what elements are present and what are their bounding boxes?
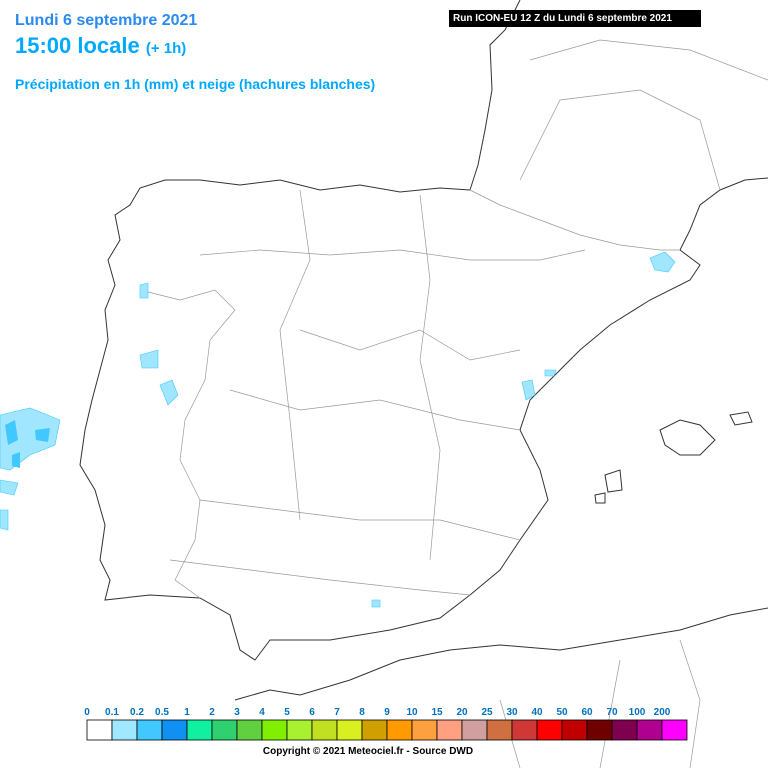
legend-label: 5 xyxy=(284,707,290,718)
legend-swatch xyxy=(411,719,438,741)
legend-swatch xyxy=(386,719,413,741)
legend-swatch xyxy=(536,719,563,741)
copyright: Copyright © 2021 Meteociel.fr - Source D… xyxy=(263,746,473,757)
legend: 0 0.1 0.2 0.5 1 2 3 4 5 6 7 8 9 10 15 20 25 30 40 50 60 70 100… xyxy=(84,707,688,757)
run-info: Run ICON-EU 12 Z du Lundi 6 septembre 20… xyxy=(449,10,701,27)
legend-swatch xyxy=(586,719,613,741)
legend-label: 200 xyxy=(654,707,671,718)
legend-swatch xyxy=(86,719,113,741)
legend-swatch xyxy=(186,719,213,741)
legend-label: 0.1 xyxy=(105,707,119,718)
legend-swatch xyxy=(211,719,238,741)
legend-swatch xyxy=(361,719,388,741)
legend-label: 60 xyxy=(581,707,593,718)
legend-swatch xyxy=(511,719,538,741)
legend-label: 9 xyxy=(384,707,390,718)
local-time: 15:00 locale xyxy=(15,33,140,58)
legend-label: 0 xyxy=(84,707,90,718)
precipitation xyxy=(649,251,676,273)
legend-swatch xyxy=(486,719,513,741)
legend-label: 4 xyxy=(259,707,265,718)
legend-swatch xyxy=(461,719,488,741)
legend-label: 6 xyxy=(309,707,315,718)
border xyxy=(139,289,236,599)
legend-label: 30 xyxy=(506,707,518,718)
time: 15:00 locale (+ 1h) xyxy=(15,33,186,59)
coastline xyxy=(234,607,768,701)
legend-label: 70 xyxy=(606,707,618,718)
legend-swatch xyxy=(136,719,163,741)
legend-swatch xyxy=(286,719,313,741)
coastline xyxy=(79,179,701,661)
legend-swatch xyxy=(161,719,188,741)
subtitle: Précipitation en 1h (mm) et neige (hachu… xyxy=(15,76,376,92)
border xyxy=(169,39,768,596)
legend-label: 2 xyxy=(209,707,215,718)
legend-label: 7 xyxy=(334,707,340,718)
legend-swatch xyxy=(261,719,288,741)
island xyxy=(729,411,753,426)
island xyxy=(659,419,716,456)
legend-label: 50 xyxy=(556,707,568,718)
precipitation xyxy=(5,420,50,468)
date: Lundi 6 septembre 2021 xyxy=(15,12,198,29)
coastline xyxy=(679,177,768,251)
legend-swatch xyxy=(436,719,463,741)
legend-swatch xyxy=(611,719,638,741)
legend-label: 0.2 xyxy=(130,707,144,718)
legend-label: 3 xyxy=(234,707,240,718)
legend-label: 20 xyxy=(456,707,468,718)
legend-swatch xyxy=(311,719,338,741)
legend-label: 10 xyxy=(406,707,418,718)
legend-swatch xyxy=(236,719,263,741)
lead-time: (+ 1h) xyxy=(145,40,187,57)
legend-label: 15 xyxy=(431,707,443,718)
legend-label: 25 xyxy=(481,707,493,718)
legend-swatch xyxy=(336,719,363,741)
precipitation xyxy=(0,282,557,608)
border xyxy=(469,189,680,251)
legend-swatch xyxy=(111,719,138,741)
coastline xyxy=(469,0,521,191)
legend-swatch xyxy=(636,719,663,741)
island xyxy=(594,492,606,504)
legend-swatch xyxy=(661,719,688,741)
legend-label: 40 xyxy=(531,707,543,718)
legend-label: 1 xyxy=(184,707,190,718)
legend-swatch xyxy=(561,719,588,741)
island xyxy=(604,469,623,493)
legend-label: 0.5 xyxy=(155,707,169,718)
legend-label: 100 xyxy=(629,707,646,718)
legend-label: 8 xyxy=(359,707,365,718)
